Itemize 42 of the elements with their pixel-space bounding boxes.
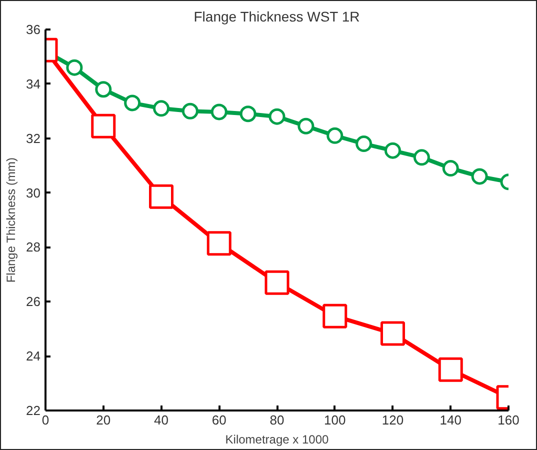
y-tick-label: 36 xyxy=(26,22,41,37)
x-tick-label: 120 xyxy=(382,412,404,428)
point xyxy=(149,184,174,209)
point xyxy=(240,106,256,122)
point xyxy=(153,100,170,117)
point xyxy=(326,127,344,144)
y-tick-label: 24 xyxy=(26,348,41,364)
point xyxy=(91,114,116,138)
x-tick-label: 0 xyxy=(42,412,50,428)
point xyxy=(124,94,141,112)
y-tick-label: 30 xyxy=(26,185,41,200)
point xyxy=(384,142,401,159)
chart-title: Flange Thickness WST 1R xyxy=(194,8,360,24)
x-tick-label: 100 xyxy=(324,412,346,428)
y-tick-label: 34 xyxy=(26,76,41,92)
y-tick-label: 26 xyxy=(26,294,41,310)
x-tick-label: 20 xyxy=(96,412,111,428)
point xyxy=(438,357,463,382)
point xyxy=(206,231,232,256)
x-tick-label: 60 xyxy=(212,412,226,428)
point xyxy=(95,81,112,98)
point xyxy=(66,59,83,76)
point xyxy=(268,108,286,125)
point xyxy=(442,160,459,177)
point xyxy=(210,104,228,120)
point xyxy=(322,304,348,328)
x-tick-label: 80 xyxy=(270,412,284,428)
x-axis-title: Kilometrage x 1000 xyxy=(225,432,330,446)
point xyxy=(380,321,405,346)
y-tick-label: 22 xyxy=(26,403,41,418)
x-tick-label: 140 xyxy=(440,412,462,428)
x-tick-label: 40 xyxy=(154,412,168,428)
point xyxy=(264,270,290,295)
x-tick-label: 160 xyxy=(498,412,520,428)
point xyxy=(471,168,488,185)
point xyxy=(182,102,198,120)
y-tick-label: 32 xyxy=(26,130,41,146)
point xyxy=(298,118,314,134)
y-tick-label: 28 xyxy=(26,240,41,255)
point xyxy=(413,149,430,166)
point xyxy=(356,136,372,152)
y-axis-title: Flange Thickness (mm) xyxy=(4,158,18,283)
